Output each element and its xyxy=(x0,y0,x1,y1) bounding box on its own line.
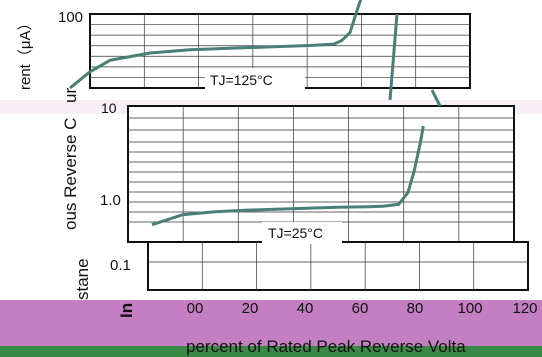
tj25-label: TJ=25°C xyxy=(268,225,323,241)
series-tj25-rise xyxy=(430,89,442,107)
x-axis-label: percent of Rated Peak Reverse Volta xyxy=(186,337,466,356)
series-tj125-rise xyxy=(388,13,399,101)
curves xyxy=(69,0,442,227)
lower-panel-frame xyxy=(147,241,529,291)
grid-lower-strip xyxy=(147,241,529,291)
y-axis-label-fragment-lowest: In xyxy=(117,303,136,318)
series-tj125-line xyxy=(69,0,363,90)
tick-labels: 100 10 1.0 0.1 00 20 40 60 80 100 120 xyxy=(58,9,538,317)
y-axis-label-fragment-low: stane xyxy=(73,258,92,300)
grid-bottom-panel xyxy=(127,105,515,243)
y-axis-label-fragment-mid2: ur xyxy=(61,88,80,103)
series-tj25-line xyxy=(151,125,425,227)
x-tick-label: 100 xyxy=(457,300,482,317)
background-band-green xyxy=(0,346,542,357)
x-tick-label: 80 xyxy=(407,300,424,317)
tj125-label: TJ=125°C xyxy=(210,72,273,88)
y-tick-label: 10 xyxy=(101,100,117,116)
y-tick-label: 0.1 xyxy=(110,257,131,274)
x-tick-label: 40 xyxy=(297,300,314,317)
y-axis-label-fragment-top: rent（μA） xyxy=(17,16,34,91)
y-tick-label: 100 xyxy=(58,9,83,26)
x-tick-label: 00 xyxy=(187,300,204,317)
y-axis-label-fragment-mid: ous Reverse C xyxy=(61,118,80,230)
tj25-label-bg xyxy=(262,222,342,244)
tj125-label-bg xyxy=(205,68,305,92)
y-tick-label: 1.0 xyxy=(100,192,121,209)
middle-panel-frame xyxy=(127,105,515,243)
x-tick-label: 120 xyxy=(512,300,537,317)
x-tick-label: 60 xyxy=(352,300,369,317)
background-band-purple xyxy=(0,300,542,346)
x-tick-label: 20 xyxy=(242,300,259,317)
annotations: TJ=125°C TJ=25°C rent（μA） ous Reverse C ur st… xyxy=(17,16,466,357)
